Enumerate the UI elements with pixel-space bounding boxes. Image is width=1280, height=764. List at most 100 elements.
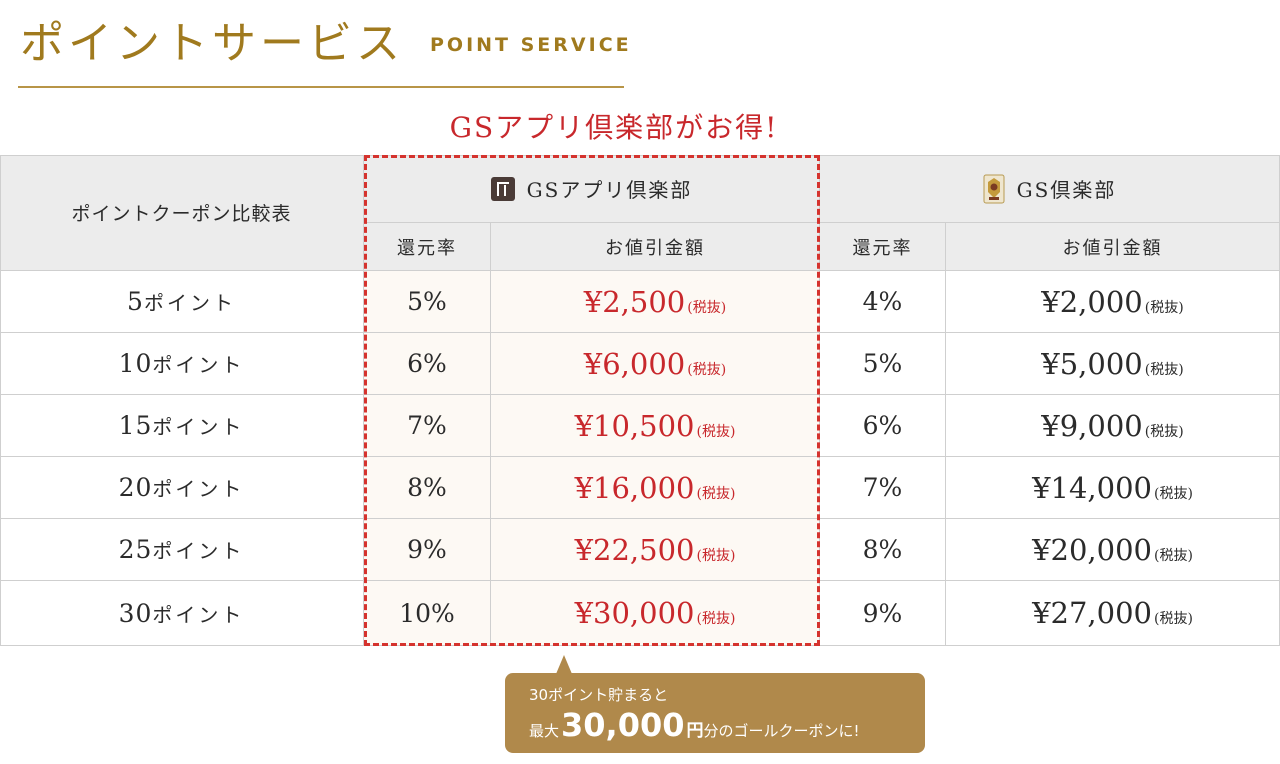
table-cell-club-rate: 4%	[820, 271, 946, 333]
table-cell-club-rate: 6%	[820, 395, 946, 457]
callout-tail	[556, 655, 572, 674]
callout-line1: 30ポイント貯まると	[529, 686, 669, 704]
tax-note: (税抜)	[1144, 361, 1184, 378]
callout-line2: 最大 30,000 円 分のゴールクーポンに!	[529, 707, 901, 749]
row-points-number: 15	[118, 411, 153, 440]
title-divider	[18, 86, 624, 88]
tax-note: (税抜)	[1154, 611, 1193, 627]
subheader-club-discount: お値引金額	[946, 223, 1280, 271]
club-rate-value: 7%	[862, 473, 903, 502]
subheader-rate-label: 還元率	[852, 237, 913, 259]
table-cell-label: 25ポイント	[0, 519, 364, 581]
amount-number: ¥30,000	[574, 596, 695, 630]
table-cell-app-rate: 5%	[364, 271, 491, 333]
amount-number: ¥22,500	[574, 532, 695, 567]
page-subtitle: POINT SERVICE	[430, 34, 632, 56]
table-cell-app-amount: ¥30,000 (税抜)	[491, 581, 820, 646]
row-points-unit: ポイント	[152, 539, 245, 563]
row-points-number: 5	[127, 287, 144, 316]
table-cell-label: 5ポイント	[0, 271, 364, 333]
table-cell-club-rate: 8%	[820, 519, 946, 581]
amount-number: ¥2,000	[1041, 284, 1143, 319]
row-points-unit: ポイント	[143, 291, 236, 315]
amount-number: ¥14,000	[1032, 470, 1152, 505]
subheader-discount-label: お値引金額	[1062, 237, 1163, 259]
tax-note: (税抜)	[696, 547, 736, 564]
app-rate-value: 9%	[407, 535, 447, 564]
row-points-label: 25ポイント	[119, 535, 245, 564]
club-amount-value: ¥14,000 (税抜)	[1032, 471, 1193, 505]
subheader-app-rate: 還元率	[364, 223, 491, 271]
row-points-number: 30	[118, 598, 153, 628]
tax-note: (税抜)	[687, 361, 727, 378]
app-amount-value: ¥30,000 (税抜)	[575, 596, 736, 630]
club-rate-value: 6%	[862, 411, 903, 440]
table-cell-label: 15ポイント	[0, 395, 364, 457]
app-rate-value: 5%	[407, 287, 447, 316]
table-cell-app-rate: 6%	[364, 333, 491, 395]
club-amount-value: ¥5,000 (税抜)	[1041, 347, 1183, 381]
table-cell-club-rate: 9%	[820, 581, 946, 646]
table-cell-app-rate: 9%	[364, 519, 491, 581]
promo-headline: GSアプリ倶楽部がお得!	[449, 111, 779, 144]
club-crest-icon	[983, 174, 1005, 203]
row-points-unit: ポイント	[152, 602, 245, 627]
table-cell-label: 20ポイント	[0, 457, 364, 519]
club-amount-value: ¥20,000 (税抜)	[1032, 533, 1193, 567]
table-cell-app-rate: 8%	[364, 457, 491, 519]
comparison-table-title: ポイントクーポン比較表	[71, 203, 292, 225]
row-points-unit: ポイント	[152, 477, 245, 501]
table-cell-app-amount: ¥16,000 (税抜)	[491, 457, 820, 519]
callout-yen: 円	[686, 721, 704, 741]
group-header-app: GSアプリ倶楽部	[364, 155, 820, 223]
club-rate-value: 8%	[862, 535, 903, 564]
tax-note: (税抜)	[1154, 485, 1193, 502]
tax-note: (税抜)	[696, 423, 736, 440]
group-header-club: GS倶楽部	[820, 155, 1280, 223]
row-points-label: 30ポイント	[119, 599, 245, 628]
tax-note: (税抜)	[1144, 423, 1184, 440]
subheader-discount-label: お値引金額	[605, 237, 705, 259]
app-amount-value: ¥16,000 (税抜)	[575, 471, 736, 505]
row-points-number: 25	[118, 535, 153, 564]
club-amount-value: ¥9,000 (税抜)	[1041, 409, 1183, 443]
amount-number: ¥6,000	[583, 346, 686, 381]
table-cell-club-amount: ¥20,000 (税抜)	[946, 519, 1280, 581]
row-points-number: 10	[118, 349, 153, 378]
tax-note: (税抜)	[696, 611, 736, 627]
row-points-unit: ポイント	[152, 353, 245, 377]
amount-number: ¥9,000	[1041, 408, 1143, 443]
table-cell-club-amount: ¥2,000 (税抜)	[946, 271, 1280, 333]
callout-suffix: 分のゴールクーポンに!	[703, 722, 860, 740]
table-corner-label: ポイントクーポン比較表	[0, 155, 364, 271]
app-amount-value: ¥22,500 (税抜)	[575, 533, 736, 567]
row-points-label: 15ポイント	[119, 411, 245, 440]
tax-note: (税抜)	[1144, 299, 1184, 316]
row-points-unit: ポイント	[152, 415, 245, 439]
row-points-label: 5ポイント	[127, 287, 236, 316]
subheader-rate-label: 還元率	[397, 237, 457, 259]
app-rate-value: 8%	[407, 473, 447, 502]
callout-box: 30ポイント貯まると 最大 30,000 円 分のゴールクーポンに!	[505, 673, 925, 753]
tax-note: (税抜)	[696, 485, 736, 502]
table-cell-club-rate: 5%	[820, 333, 946, 395]
table-cell-club-amount: ¥5,000 (税抜)	[946, 333, 1280, 395]
club-rate-value: 5%	[862, 349, 903, 378]
table-cell-club-amount: ¥9,000 (税抜)	[946, 395, 1280, 457]
app-logo-icon	[490, 176, 515, 201]
row-points-number: 20	[118, 473, 153, 502]
club-amount-value: ¥27,000 (税抜)	[1032, 596, 1193, 630]
subheader-app-discount: お値引金額	[491, 223, 820, 271]
table-cell-app-amount: ¥2,500 (税抜)	[491, 271, 820, 333]
app-rate-value: 6%	[407, 349, 447, 378]
group-label-app: GSアプリ倶楽部	[526, 178, 693, 202]
table-cell-club-amount: ¥27,000 (税抜)	[946, 581, 1280, 646]
row-points-label: 10ポイント	[119, 349, 245, 378]
amount-number: ¥20,000	[1032, 532, 1152, 567]
table-cell-app-rate: 7%	[364, 395, 491, 457]
app-amount-value: ¥6,000 (税抜)	[584, 347, 726, 381]
table-cell-club-rate: 7%	[820, 457, 946, 519]
amount-number: ¥27,000	[1032, 596, 1152, 630]
callout-prefix: 最大	[529, 722, 560, 740]
group-label-club: GS倶楽部	[1016, 178, 1117, 202]
